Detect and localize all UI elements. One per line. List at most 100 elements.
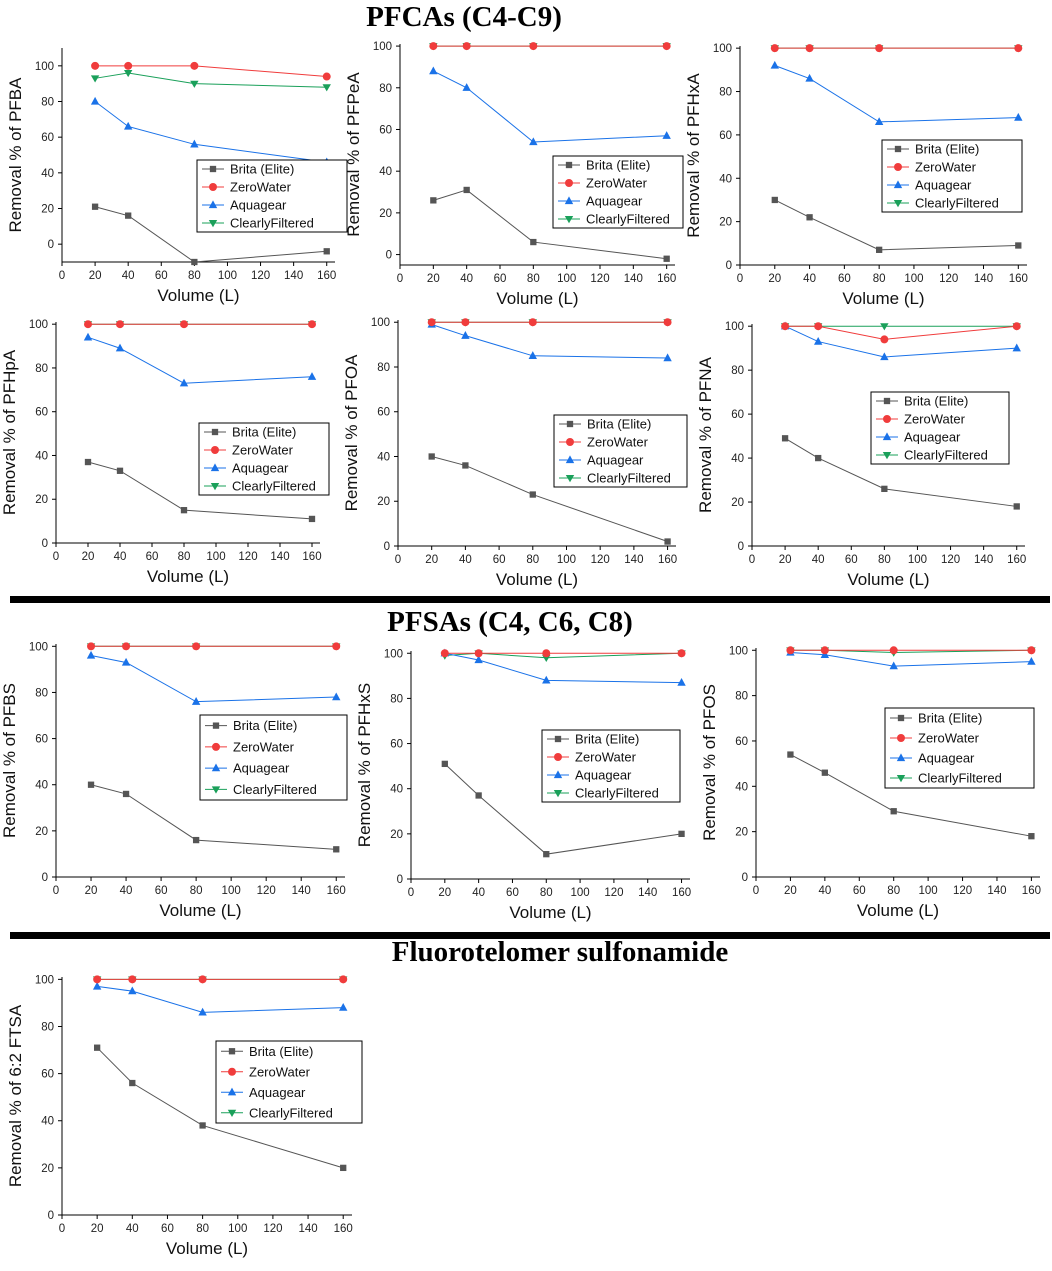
legend-marker — [554, 753, 562, 761]
chart-panel: 0 20 40 60 80 100 120 140 160 0 20 40 60 80 100 Volume … — [6, 974, 363, 1258]
y-axis-label: Removal % of 6:2 FTSA — [6, 1004, 25, 1187]
chart-panel: 0 20 40 60 80 100 120 140 160 0 20 40 60 80 100 Volume … — [344, 41, 684, 308]
data-point — [461, 331, 470, 339]
x-axis-label: Volume (L) — [847, 570, 929, 589]
legend-marker — [897, 714, 905, 722]
legend-label: Aquagear — [586, 194, 643, 209]
data-point — [123, 121, 133, 130]
x-tick-label: 20 — [784, 885, 797, 897]
series-line — [97, 985, 344, 1013]
legend-marker — [565, 161, 573, 169]
legend-label: Aquagear — [587, 453, 644, 468]
legend-label: Brita (Elite) — [587, 417, 651, 432]
legend-label: Aquagear — [918, 751, 975, 766]
legend-box — [553, 414, 688, 488]
data-point — [190, 61, 199, 70]
legend-label: ZeroWater — [233, 739, 295, 754]
y-tick-label: 0 — [42, 872, 48, 884]
series-line — [790, 652, 1032, 667]
x-tick-label: 120 — [590, 273, 609, 285]
y-tick-label: 20 — [731, 497, 744, 509]
x-axis-label: Volume (L) — [147, 567, 229, 586]
series-line — [431, 456, 668, 542]
x-tick-label: 60 — [494, 273, 507, 285]
data-point — [307, 372, 317, 380]
data-point — [542, 649, 551, 658]
y-axis-label: Removal % of PFBA — [6, 77, 25, 233]
x-tick-label: 0 — [53, 885, 59, 897]
legend-label: Brita (Elite) — [575, 732, 639, 747]
x-tick-label: 80 — [196, 1223, 209, 1235]
data-point — [323, 248, 330, 255]
legend-label: ClearlyFiltered — [575, 786, 659, 801]
legend-marker — [211, 428, 219, 436]
y-tick-label: 0 — [384, 541, 390, 553]
data-point — [462, 42, 471, 51]
legend-label: ClearlyFiltered — [230, 216, 314, 231]
data-point — [91, 203, 99, 210]
x-tick-label: 40 — [472, 887, 485, 899]
y-tick-label: 60 — [41, 1069, 54, 1081]
data-point — [308, 515, 316, 523]
x-tick-label: 60 — [161, 1223, 174, 1235]
y-axis-label: Removal % of PFPeA — [344, 72, 363, 237]
data-point — [528, 351, 537, 359]
x-tick-label: 0 — [59, 1223, 65, 1235]
data-point — [813, 336, 823, 345]
y-tick-label: 80 — [390, 693, 403, 705]
y-tick-label: 100 — [713, 43, 732, 55]
y-tick-label: 0 — [738, 541, 744, 553]
y-tick-label: 60 — [35, 734, 48, 746]
x-tick-label: 60 — [853, 885, 866, 897]
data-point — [543, 851, 550, 858]
data-point — [90, 75, 100, 83]
legend-marker — [212, 722, 220, 729]
x-tick-label: 60 — [146, 551, 159, 563]
data-point — [308, 320, 316, 329]
legend-label: ClearlyFiltered — [918, 771, 1002, 786]
data-point — [339, 975, 348, 984]
legend-marker — [554, 735, 562, 743]
chart-panel: 0 20 40 60 80 100 120 140 160 0 20 40 60 80 100 Volume … — [355, 648, 691, 922]
legend-marker — [566, 438, 574, 446]
legend-label: ZeroWater — [249, 1064, 311, 1079]
legend-marker — [210, 463, 220, 472]
y-tick-label: 80 — [735, 691, 748, 703]
legend-label: Brita (Elite) — [230, 162, 294, 177]
legend-marker — [208, 200, 218, 209]
x-tick-label: 80 — [873, 273, 886, 285]
data-point — [787, 751, 794, 758]
data-point — [814, 322, 823, 331]
y-tick-label: 100 — [29, 319, 48, 331]
y-tick-label: 60 — [35, 407, 48, 419]
chart-panel: 0 20 40 60 80 100 120 140 160 0 20 40 60 80 100 Volume … — [0, 641, 348, 920]
data-point — [805, 44, 814, 53]
x-axis-label: Volume (L) — [857, 901, 939, 920]
series-line — [431, 324, 668, 359]
legend-marker — [566, 420, 574, 428]
legend-marker — [882, 432, 892, 441]
legend-label: ZeroWater — [575, 750, 637, 765]
x-tick-label: 80 — [178, 551, 191, 563]
x-tick-label: 100 — [218, 270, 237, 282]
legend-label: ZeroWater — [586, 176, 648, 191]
data-point — [1027, 656, 1036, 665]
x-tick-label: 40 — [460, 273, 473, 285]
legend-marker — [212, 742, 220, 751]
x-tick-label: 0 — [53, 551, 59, 563]
legend-marker — [553, 770, 563, 779]
data-point — [880, 323, 889, 331]
y-tick-label: 100 — [729, 645, 748, 657]
legend-marker — [209, 165, 217, 173]
data-point — [663, 255, 670, 262]
x-tick-label: 0 — [59, 270, 65, 282]
x-tick-label: 120 — [238, 551, 257, 563]
y-tick-label: 80 — [41, 1021, 54, 1033]
data-point — [876, 246, 883, 253]
y-tick-label: 40 — [41, 168, 54, 180]
legend-marker — [897, 734, 905, 742]
legend-marker — [564, 196, 574, 205]
legend-box — [870, 391, 1010, 465]
legend-label: Brita (Elite) — [232, 425, 296, 440]
series-line — [774, 65, 1019, 123]
